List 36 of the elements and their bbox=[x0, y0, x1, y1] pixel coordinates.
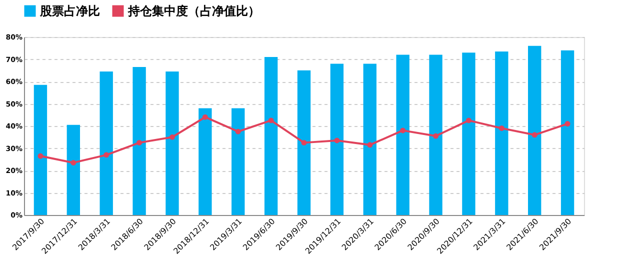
point bbox=[433, 133, 439, 139]
point bbox=[38, 153, 44, 159]
point bbox=[532, 132, 538, 138]
point bbox=[564, 121, 570, 127]
bar bbox=[198, 108, 212, 215]
legend-label: 持仓集中度（占净值比） bbox=[127, 4, 260, 18]
point bbox=[104, 152, 110, 158]
bar bbox=[560, 50, 574, 215]
bar bbox=[100, 71, 113, 215]
legend-label: 股票占净比 bbox=[39, 4, 100, 18]
bar bbox=[429, 54, 442, 215]
bar bbox=[264, 57, 278, 215]
point bbox=[136, 140, 142, 146]
point bbox=[498, 125, 504, 131]
point bbox=[235, 128, 241, 134]
point bbox=[367, 142, 373, 148]
point bbox=[268, 118, 274, 124]
bar bbox=[66, 124, 80, 215]
bar bbox=[495, 51, 508, 215]
bar bbox=[166, 71, 179, 215]
point bbox=[334, 138, 340, 144]
bar bbox=[363, 64, 376, 215]
bar bbox=[462, 52, 476, 215]
point bbox=[169, 134, 175, 140]
bar bbox=[232, 108, 245, 215]
bar bbox=[330, 64, 344, 215]
bar bbox=[132, 67, 146, 215]
bar bbox=[396, 54, 410, 215]
point bbox=[466, 118, 472, 124]
bar bbox=[297, 70, 311, 215]
point bbox=[202, 114, 208, 120]
point bbox=[400, 128, 406, 134]
bar bbox=[528, 46, 542, 215]
point bbox=[301, 140, 307, 146]
bar bbox=[34, 84, 48, 215]
point bbox=[70, 160, 76, 166]
